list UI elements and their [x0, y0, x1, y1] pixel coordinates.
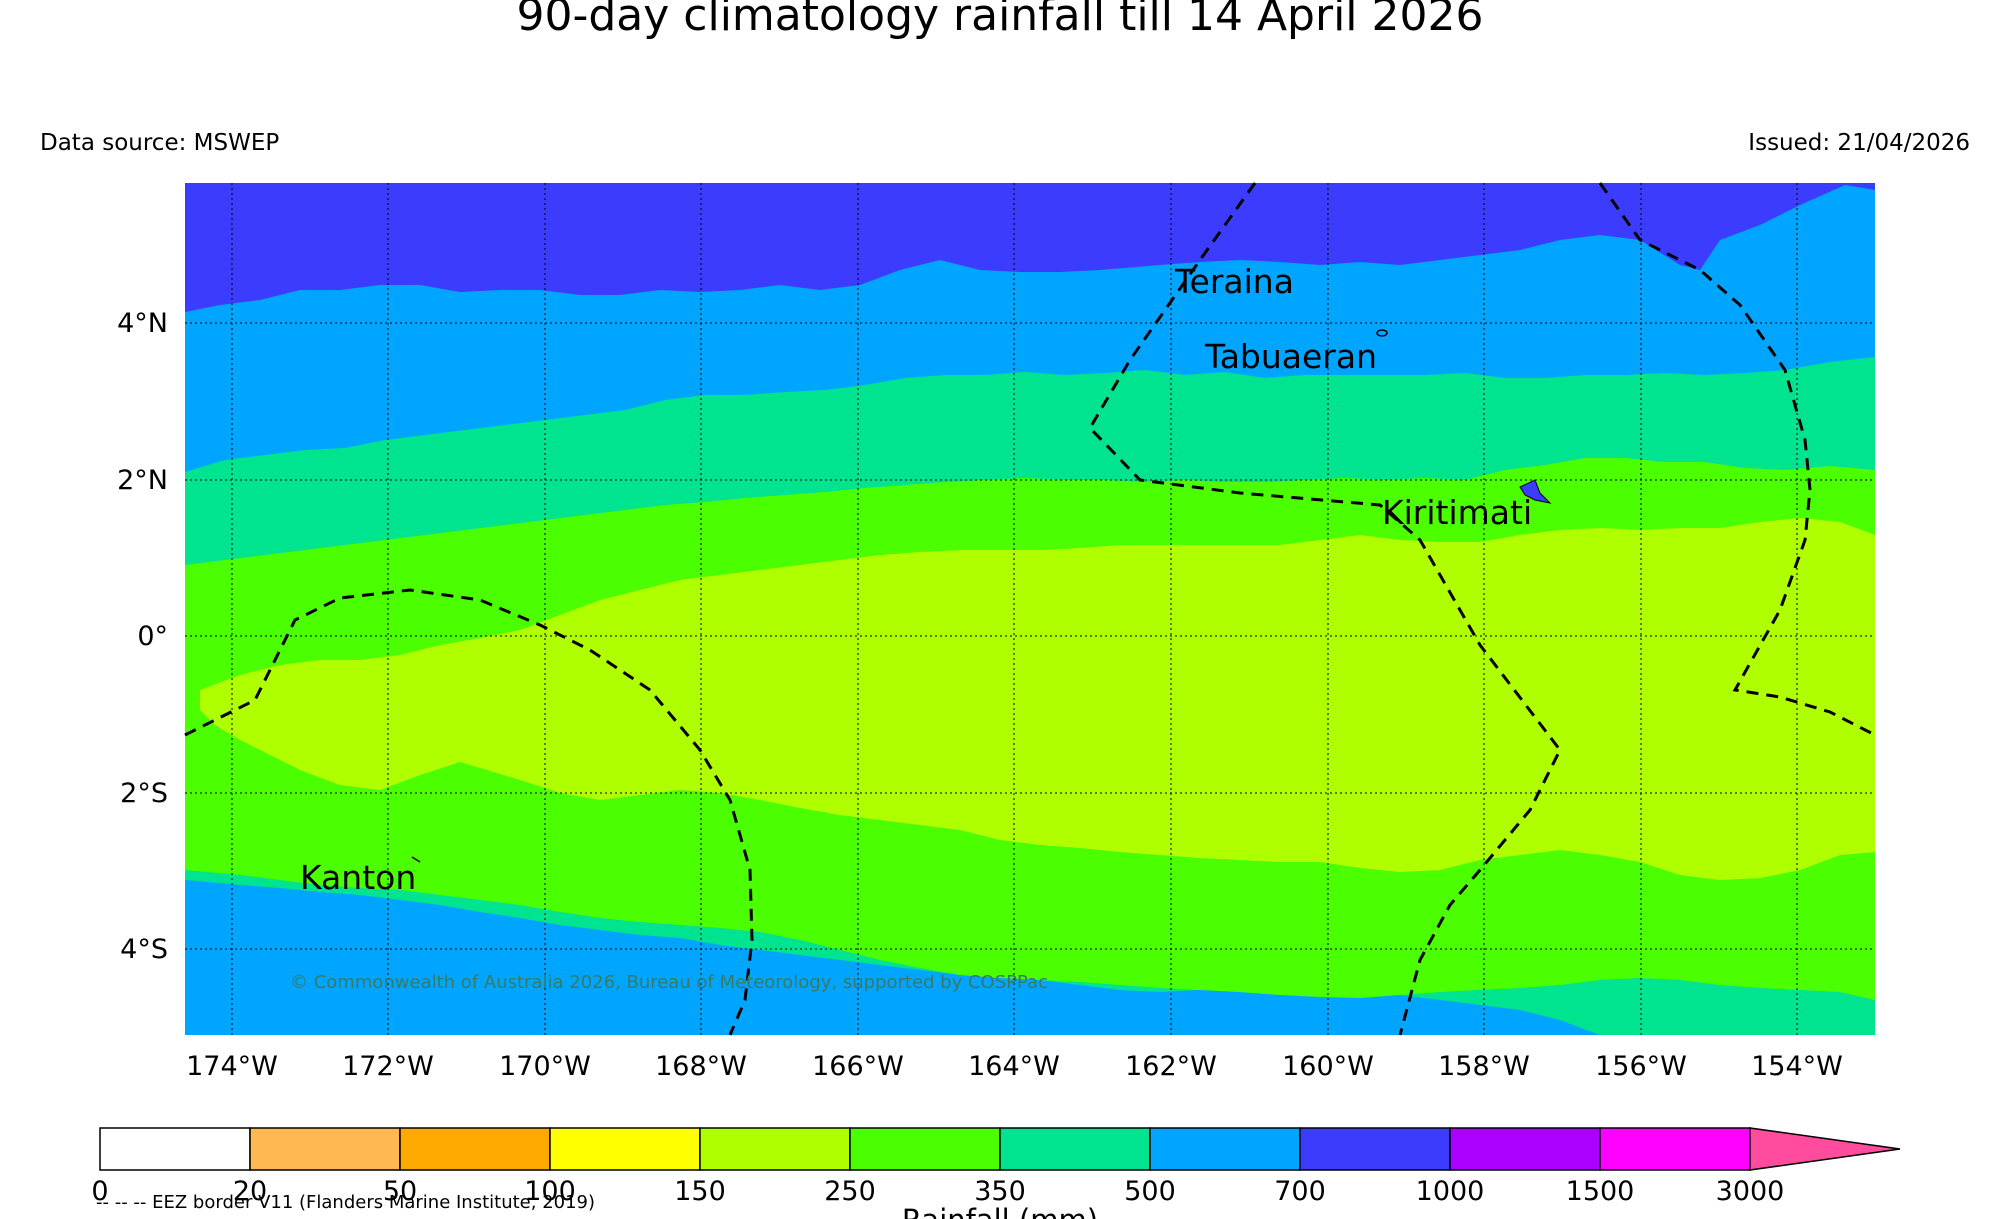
colorbar-segment — [1449, 1127, 1601, 1171]
gridlines — [185, 183, 1875, 1035]
colorbar-tick: 3000 — [1716, 1176, 1785, 1207]
colorbar-segment — [849, 1127, 1001, 1171]
colorbar-tick: 700 — [1274, 1176, 1326, 1207]
rainfall-bands — [185, 183, 1875, 1035]
eez-legend: -- -- -- EEZ border V11 (Flanders Marine… — [96, 1192, 595, 1213]
colorbar-tick: 100 — [524, 1176, 576, 1207]
lat-tick-labels: 4°N 2°N 0° 2°S 4°S — [117, 308, 168, 965]
lon-tick: 170°W — [499, 1051, 591, 1082]
lon-tick: 156°W — [1595, 1051, 1687, 1082]
colorbar-tick: 500 — [1124, 1176, 1176, 1207]
label-kiritimati: Kiritimati — [1382, 493, 1532, 532]
colorbar-label: Rainfall (mm) — [902, 1203, 1098, 1219]
band-150-250 — [200, 518, 1875, 880]
tabuaeran-island — [1376, 329, 1388, 337]
label-kanton: Kanton — [300, 858, 416, 897]
lon-tick: 168°W — [655, 1051, 747, 1082]
colorbar-tick: 50 — [383, 1176, 417, 1207]
lon-tick: 162°W — [1125, 1051, 1217, 1082]
label-tabuaeran: Tabuaeran — [1204, 337, 1377, 376]
lon-tick: 154°W — [1751, 1051, 1843, 1082]
colorbar-segment — [249, 1127, 401, 1171]
label-teraina: Teraina — [1174, 262, 1294, 301]
kanton-island — [411, 856, 421, 863]
band-500-700-bottom — [185, 955, 540, 1035]
colorbar-segment — [1299, 1127, 1451, 1171]
lon-tick: 166°W — [812, 1051, 904, 1082]
eez-borders — [184, 182, 1876, 1036]
copyright-notice: © Commonwealth of Australia 2026, Bureau… — [290, 972, 1048, 993]
lat-tick: 4°N — [117, 308, 168, 339]
lon-tick: 160°W — [1282, 1051, 1374, 1082]
colorbar-segment — [1599, 1127, 1751, 1171]
lon-tick: 172°W — [342, 1051, 434, 1082]
colorbar-segment — [1149, 1127, 1301, 1171]
lon-tick: 158°W — [1438, 1051, 1530, 1082]
lon-tick: 164°W — [968, 1051, 1060, 1082]
colorbar-segment — [549, 1127, 701, 1171]
lon-tick-labels: 174°W 172°W 170°W 168°W 166°W 164°W 162°… — [186, 1051, 1843, 1082]
lat-tick: 0° — [137, 621, 168, 652]
colorbar-tick: 1500 — [1566, 1176, 1635, 1207]
map-title: 90-day climatology rainfall till 14 Apri… — [516, 0, 1484, 41]
lon-tick: 174°W — [186, 1051, 278, 1082]
colorbar-segment — [999, 1127, 1151, 1171]
colorbar-tick: 1000 — [1416, 1176, 1485, 1207]
band-700-1000 — [185, 183, 1875, 312]
colorbar-tick: 20 — [233, 1176, 267, 1207]
colorbar-segment — [399, 1127, 551, 1171]
kiritimati-island — [1519, 479, 1552, 504]
data-source: Data source: MSWEP — [40, 130, 280, 156]
colorbar-segment — [99, 1127, 251, 1171]
colorbar-tick: 250 — [824, 1176, 876, 1207]
colorbar-tick: 350 — [974, 1176, 1026, 1207]
lat-tick: 4°S — [120, 934, 168, 965]
lat-tick: 2°N — [117, 465, 168, 496]
islands — [411, 329, 1552, 863]
colorbar-extension — [1749, 1127, 1901, 1171]
colorbar: 0 20 50 100 150 250 350 500 700 1000 1500 3000 — [91, 1127, 1901, 1207]
issued-date: Issued: 21/04/2026 — [1748, 130, 1970, 156]
colorbar-segment — [699, 1127, 851, 1171]
colorbar-tick: 150 — [674, 1176, 726, 1207]
lat-tick: 2°S — [120, 778, 168, 809]
colorbar-tick: 0 — [91, 1176, 108, 1207]
